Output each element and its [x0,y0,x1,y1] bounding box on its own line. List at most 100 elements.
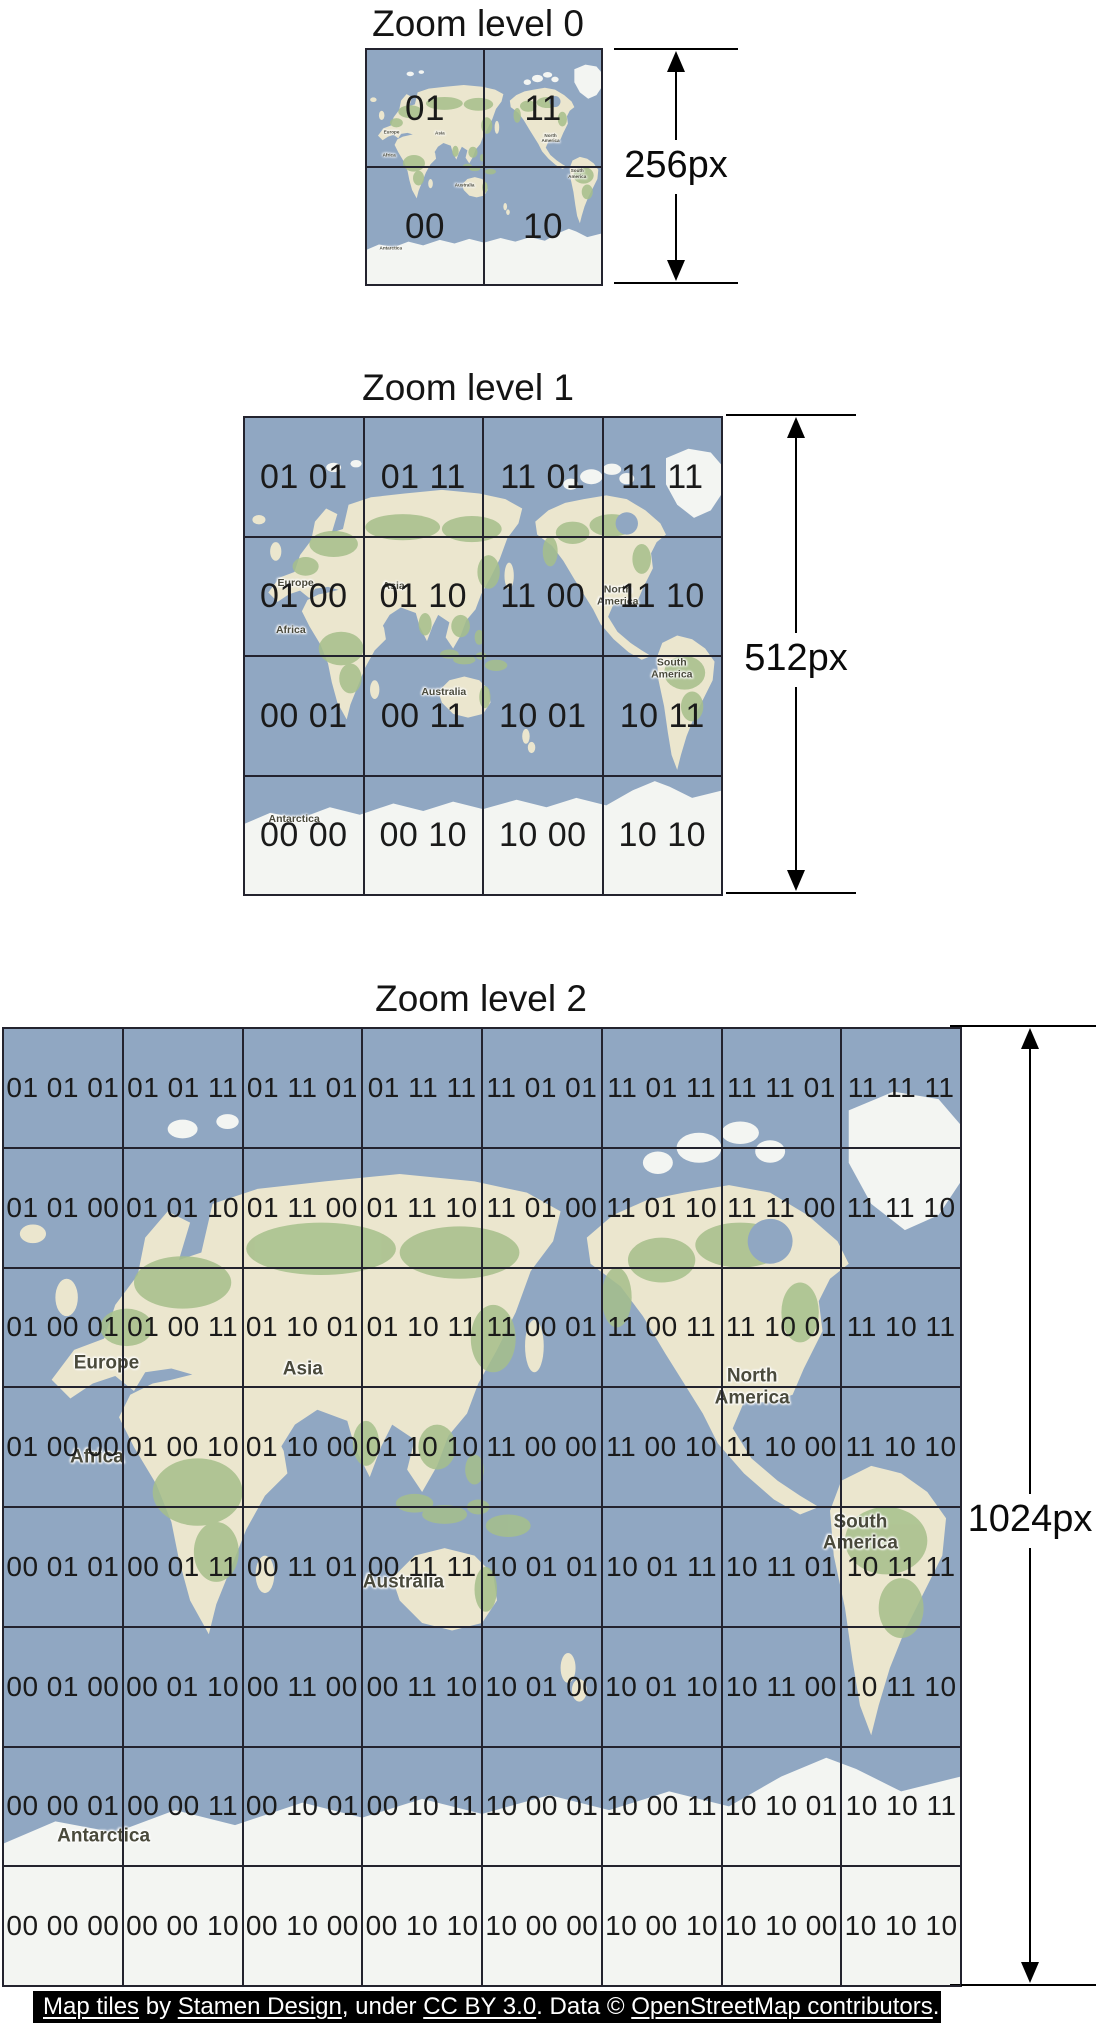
tile-label: 10 00 10 [605,1910,719,1942]
map-label-south-america: South America [568,168,587,179]
tile-z1-r3-c0: 00 00 [244,775,364,895]
tile-z2-r2-c3: 01 10 11 [362,1267,482,1388]
tile-label: 11 [524,88,562,128]
arrow-down-icon [1021,1962,1039,1983]
map-label-antarctica: Antarctica [57,1824,151,1846]
map-label-north-america: North America [541,132,560,143]
tile-label: 11 10 11 [846,1311,956,1343]
tile-z2-r1-c6: 11 11 00 [721,1147,842,1268]
map-label-north-america: North America [597,583,639,608]
section-title: Zoom level 0 [372,3,584,44]
tile-z0-r0-c1: 11 [484,49,602,167]
tile-z2-r5-c6: 10 11 00 [721,1626,842,1747]
map-label-europe: Europe [383,129,400,135]
tile-z2-r2-c1: 01 00 11 [122,1267,243,1388]
tile-z2-r7-c3: 00 10 10 [362,1866,482,1986]
tile-z2-r2-c4: 11 00 01 [482,1267,602,1388]
map-label-asia: Asia [282,1358,323,1380]
map-label-australia: Australia [421,686,467,699]
tile-z2-r0-c6: 11 11 01 [721,1028,842,1148]
tile-label: 10 11 11 [846,1550,956,1582]
map-label-asia: Asia [382,580,405,593]
tile-label: 01 [405,88,445,128]
map-label-australia: Australia [362,1571,445,1593]
tile-label: 01 01 11 [127,1071,239,1103]
tile-z1-r3-c3: 10 10 [602,775,722,895]
tile-label: 00 01 01 [6,1550,120,1582]
tile-label: 00 01 10 [126,1670,240,1702]
tile-label: 11 10 01 [725,1311,837,1343]
tile-z2-r6-c2: 00 10 01 [242,1746,363,1867]
tile-label: 00 11 [380,696,466,735]
tile-z1-r1-c1: 01 10 [363,536,483,656]
tile-z2-r5-c0: 00 01 00 [3,1626,123,1747]
tile-z2-r2-c2: 01 10 01 [242,1267,363,1388]
tile-z1-r3-c1: 00 10 [363,775,483,895]
tile-z2-r3-c0: 01 00 00 [3,1387,123,1507]
tile-z0-r1-c0: 00 [366,167,484,285]
tile-z2-r2-c6: 11 10 01 [721,1267,842,1388]
tile-label: 00 11 00 [246,1670,358,1702]
tile-label: 01 10 [379,577,468,616]
dim-tick-bottom [614,281,738,285]
tile-label: 00 10 11 [366,1790,478,1822]
dim-tick-top [726,413,856,417]
tile-z2-r0-c3: 01 11 11 [362,1028,482,1148]
tile-z1-r0-c0: 01 01 [244,417,364,537]
tile-label: 01 01 01 [6,1071,120,1103]
tile-label: 11 00 01 [486,1311,598,1343]
tile-label: 00 10 01 [245,1790,359,1822]
map-label-antarctica: Antarctica [379,245,402,251]
tile-z2-r6-c0: 00 00 01 [3,1746,123,1867]
arrow-up-icon [667,51,685,72]
tile-label: 11 10 [619,577,705,616]
tile-z2-r1-c5: 11 01 10 [601,1147,722,1268]
tile-z2-r1-c1: 01 01 10 [122,1147,243,1268]
tile-label: 01 00 00 [6,1431,120,1463]
section-title: Zoom level 2 [375,978,587,1019]
attribution-link[interactable]: CC BY 3.0 [423,1993,537,2020]
dim-line-upper [674,68,678,140]
attribution-link[interactable]: Map tiles [43,1993,140,2020]
tile-label: 11 11 00 [726,1191,836,1223]
tile-label: 11 01 [500,457,586,496]
tile-label: 10 01 01 [485,1550,599,1582]
map-label-africa: Africa [275,624,306,637]
dim-tick-top [614,47,738,51]
tile-label: 01 01 [259,457,348,496]
attribution-link[interactable]: OpenStreetMap contributors [631,1993,933,2020]
tile-z2-r5-c2: 00 11 00 [242,1626,363,1747]
arrow-down-icon [667,260,685,281]
tile-z2-r5-c4: 10 01 00 [482,1626,602,1747]
section-title: Zoom level 1 [362,367,574,408]
attribution-link[interactable]: Stamen Design [177,1993,342,2020]
tile-z2-r7-c6: 10 10 00 [721,1866,842,1986]
tile-label: 10 10 01 [724,1790,838,1822]
tile-z2-r2-c7: 11 10 11 [841,1267,961,1388]
tile-label: 11 00 [500,577,586,616]
arrow-down-icon [787,870,805,891]
tile-label: 11 11 11 [847,1071,955,1103]
tile-label: 01 11 10 [366,1191,478,1223]
tile-z2-r4-c1: 00 01 11 [122,1507,243,1627]
tile-z2-r5-c1: 00 01 10 [122,1626,243,1747]
dim-line-upper [794,434,798,633]
tile-label: 11 11 10 [846,1191,956,1223]
tile-label: 11 01 00 [486,1191,598,1223]
tile-z2-r3-c2: 01 10 00 [242,1387,363,1507]
tile-z2-r3-c3: 01 10 10 [362,1387,482,1507]
tile-label: 01 10 10 [365,1431,479,1463]
tile-label: 00 01 [259,696,348,735]
tile-z2-r1-c7: 11 11 10 [841,1147,961,1268]
tile-z1-r2-c0: 00 01 [244,656,364,776]
dim-tick-bottom [950,1983,1096,1987]
tile-label: 01 00 [259,577,348,616]
map-label-australia: Australia [454,182,475,188]
tile-label: 11 01 01 [486,1071,598,1103]
tile-label: 00 11 10 [366,1670,478,1702]
map-label-africa: Africa [382,152,396,158]
tile-z1-r1-c0: 01 00 [244,536,364,656]
dim-tick-top [950,1024,1096,1028]
tile-label: 01 11 11 [367,1071,477,1103]
